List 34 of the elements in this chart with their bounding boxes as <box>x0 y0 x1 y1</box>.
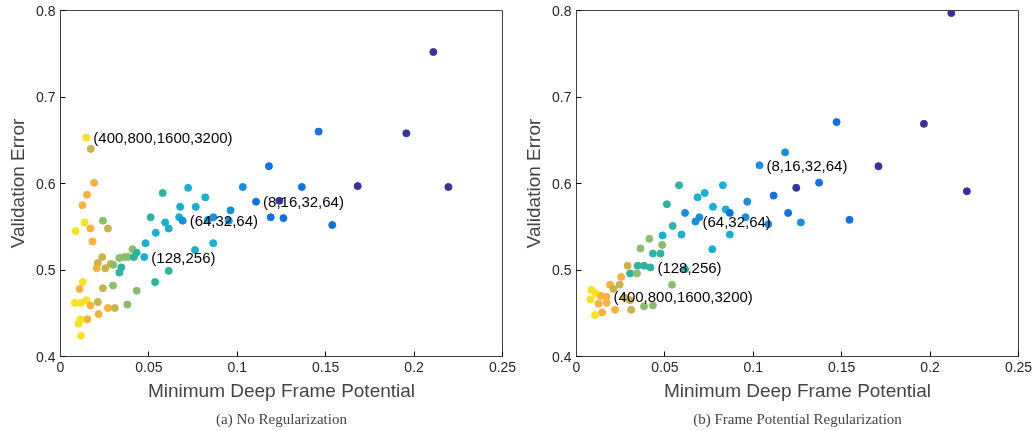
y-tick-label: 0.7 <box>552 89 572 105</box>
x-tick-label: 0.2 <box>920 358 941 375</box>
y-tick-label: 0.7 <box>36 89 56 105</box>
x-tick-label: 0.1 <box>227 358 248 375</box>
text: (a) No Regularization <box>216 410 348 428</box>
y-tick-label: 0.6 <box>552 175 572 192</box>
y-tick-label: 0.8 <box>36 2 56 19</box>
x-tick-label: 0.25 <box>1004 358 1032 375</box>
annotation: (400,800,1600,3200) <box>93 129 233 147</box>
y-tick-label: 0.6 <box>36 175 56 192</box>
x-tick-label: 0 <box>572 358 581 375</box>
x-tick-label: 0.05 <box>651 358 679 375</box>
y-axis-title: Validation Error <box>523 118 545 249</box>
annotation: (128,256) <box>657 258 722 276</box>
x-tick-label: 0.1 <box>743 358 764 375</box>
text: (b) Frame Potential Regularization <box>693 410 903 428</box>
x-tick-label: 0.05 <box>135 358 163 375</box>
y-tick-label: 0.5 <box>552 262 572 278</box>
x-tick-label: 0.15 <box>312 358 340 375</box>
annotation: (128,256) <box>151 248 216 266</box>
x-axis-title: Minimum Deep Frame Potential <box>663 379 932 401</box>
y-axis-title: Validation Error <box>7 118 29 249</box>
annotation: (400,800,1600,3200) <box>613 288 753 306</box>
y-tick-label: 0.4 <box>552 348 572 365</box>
x-tick-label: 0.2 <box>404 358 425 375</box>
y-tick-label: 0.4 <box>36 348 56 365</box>
annotation: (8,16,32,64) <box>766 156 848 174</box>
y-tick-label: 0.5 <box>36 262 56 278</box>
x-axis-title: Minimum Deep Frame Potential <box>147 379 416 401</box>
x-tick-label: 0.25 <box>488 358 517 375</box>
annotation: (8,16,32,64) <box>263 193 344 211</box>
y-tick-label: 0.8 <box>552 2 572 19</box>
x-tick-label: 0 <box>56 358 65 375</box>
x-tick-label: 0.15 <box>828 358 856 375</box>
